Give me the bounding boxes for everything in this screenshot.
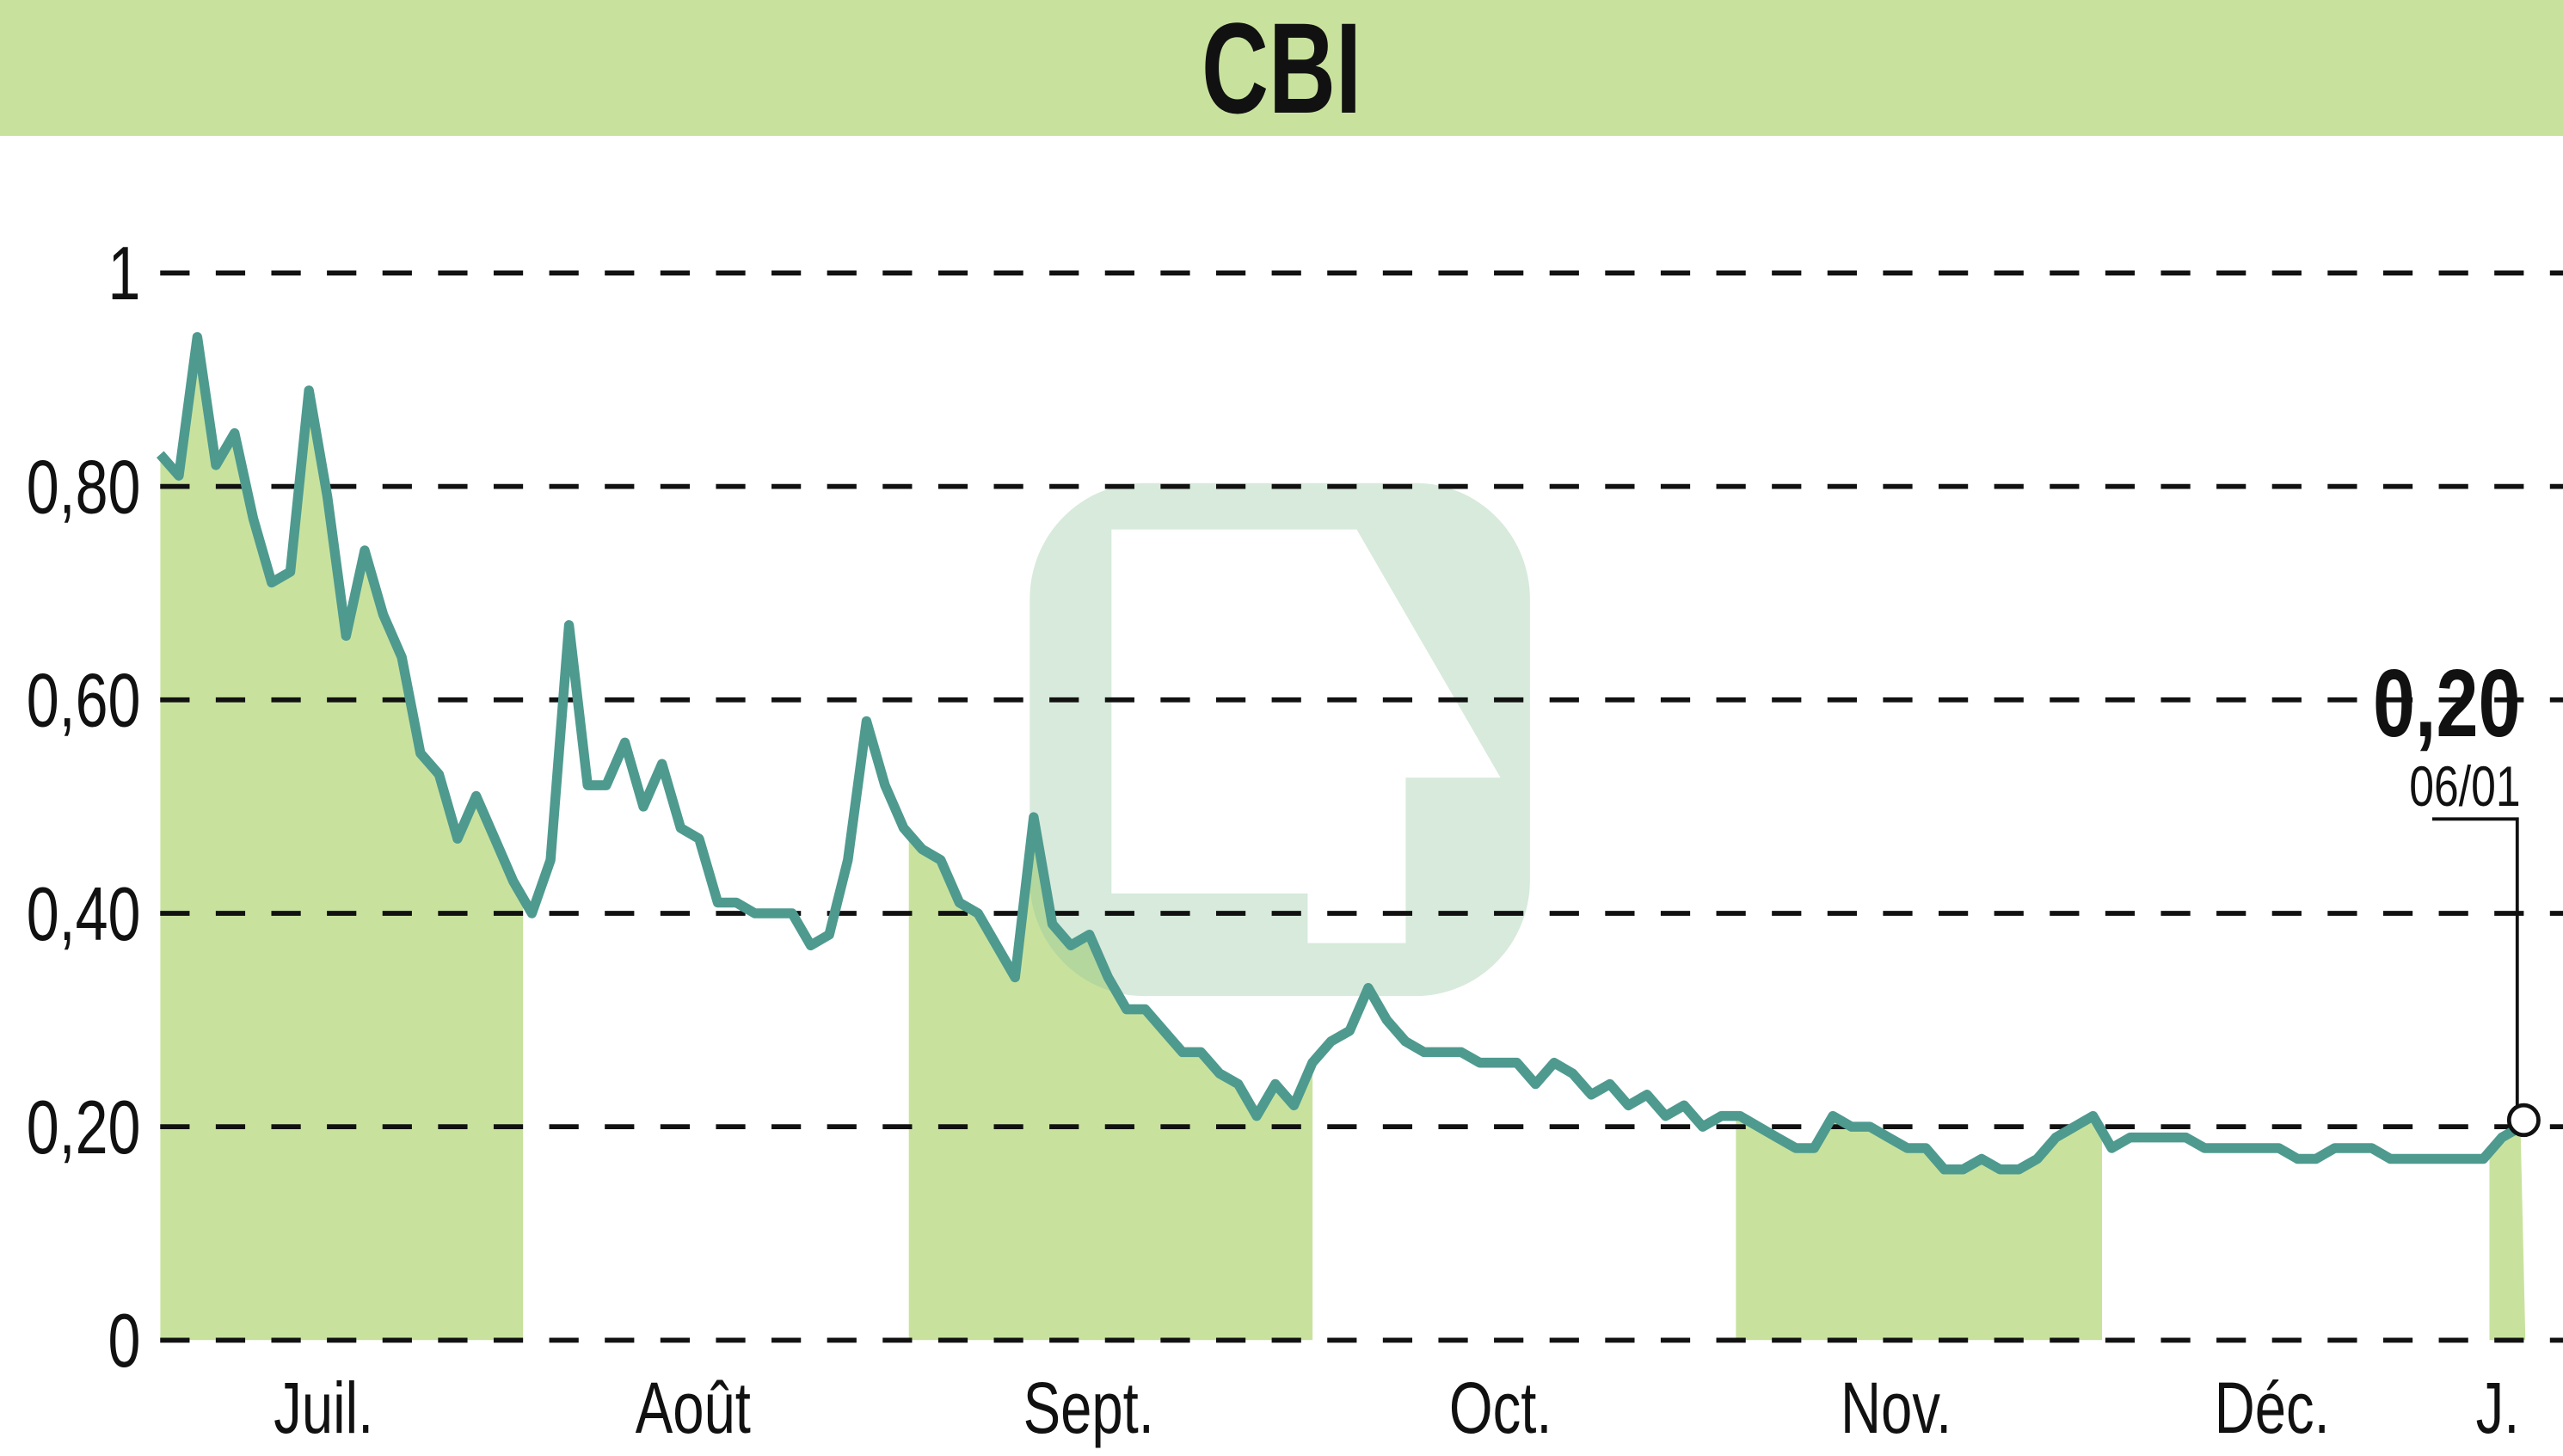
svg-text:0,40: 0,40 [27,870,141,956]
watermark-logo-icon [1030,482,1530,997]
svg-text:1: 1 [108,230,141,316]
chart-title: CBI [1201,0,1361,140]
last-point-marker [2506,1103,2541,1138]
title-band [0,0,2563,136]
svg-text:Juil.: Juil. [274,1368,373,1449]
svg-text:0,20: 0,20 [2373,650,2521,757]
svg-text:0,80: 0,80 [27,444,141,530]
svg-text:0,20: 0,20 [27,1084,141,1170]
price-line [156,332,2523,1175]
y-axis-labels: 0 0,20 0,40 0,60 0,80 1 [27,230,141,1384]
svg-text:Août: Août [636,1368,751,1449]
svg-text:Sept.: Sept. [1023,1368,1154,1449]
svg-text:0: 0 [108,1297,141,1383]
svg-text:Nov.: Nov. [1841,1368,1951,1449]
svg-text:06/01: 06/01 [2409,756,2520,818]
svg-text:Déc.: Déc. [2215,1368,2330,1449]
x-axis-labels: Juil. Août Sept. Oct. Nov. Déc. J. [274,1368,2519,1449]
svg-text:Oct.: Oct. [1449,1368,1552,1449]
last-value-callout: 0,20 06/01 [2373,650,2541,1138]
svg-text:J.: J. [2476,1368,2520,1449]
svg-text:0,60: 0,60 [27,657,141,743]
